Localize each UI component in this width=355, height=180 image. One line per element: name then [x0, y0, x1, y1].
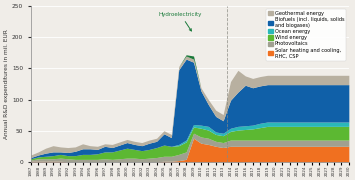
Legend: Geothermal energy, Biofuels (incl. liquids, solids
and biogases), Ocean energy, : Geothermal energy, Biofuels (incl. liqui… [266, 9, 346, 60]
Y-axis label: Annual R&D expenditures in mil. EUR: Annual R&D expenditures in mil. EUR [4, 29, 9, 139]
Text: Hydroelectricity: Hydroelectricity [159, 12, 202, 31]
